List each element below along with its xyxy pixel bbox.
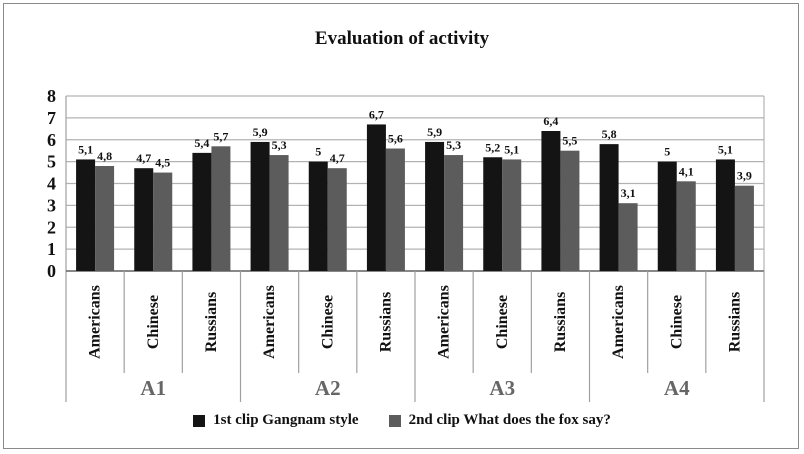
bar: [269, 155, 289, 271]
data-label: 5,1: [78, 142, 93, 156]
y-tick-label: 5: [47, 152, 56, 172]
legend-label-series-1: 1st clip Gangnam style: [213, 412, 359, 428]
bar: [153, 172, 173, 271]
legend-label-series-2: 2nd clip What does the fox say?: [408, 412, 611, 428]
bar: [250, 141, 270, 271]
y-tick-label: 8: [47, 86, 56, 106]
x-category-label: Americans: [436, 285, 453, 359]
y-tick-label: 0: [47, 261, 56, 281]
bar: [444, 155, 464, 271]
legend-swatch-series-2: [388, 414, 401, 427]
data-label: 5: [664, 145, 670, 159]
data-label: 5,7: [213, 129, 228, 143]
x-category-label: Americans: [87, 285, 104, 359]
x-group-label: A1: [140, 376, 166, 400]
x-category-label: Russians: [552, 292, 569, 352]
data-label: 5,5: [562, 134, 577, 148]
x-category-label: Chinese: [145, 295, 162, 349]
data-label: 5,9: [253, 125, 268, 139]
bar: [366, 124, 386, 271]
data-label: 5,1: [718, 142, 733, 156]
data-label: 5,8: [602, 127, 617, 141]
data-label: 5: [315, 145, 321, 159]
data-label: 6,7: [369, 107, 384, 121]
data-label: 4,7: [330, 151, 345, 165]
bar: [308, 161, 328, 271]
x-category-label: Americans: [261, 285, 278, 359]
x-category-label: Russians: [377, 292, 394, 352]
x-category-label: Russians: [726, 292, 743, 352]
bar: [76, 159, 96, 271]
bar: [425, 141, 445, 271]
x-category-label: Chinese: [319, 295, 336, 349]
bar: [327, 168, 347, 271]
bar: [211, 146, 231, 271]
y-tick-label: 2: [47, 217, 56, 237]
x-group-label: A4: [664, 376, 690, 400]
data-label: 4,1: [679, 164, 694, 178]
y-tick-label: 7: [47, 108, 56, 128]
bar: [483, 157, 503, 271]
x-category-label: Russians: [203, 292, 220, 352]
bar: [95, 166, 115, 271]
y-tick-label: 4: [47, 174, 56, 194]
y-tick-label: 1: [47, 239, 56, 259]
data-label: 3,1: [621, 186, 636, 200]
data-label: 5,2: [485, 140, 500, 154]
data-label: 5,9: [427, 125, 442, 139]
bar: [541, 131, 561, 271]
data-label: 4,8: [97, 149, 112, 163]
data-label: 5,3: [272, 138, 287, 152]
data-label: 4,5: [155, 156, 170, 170]
bar: [134, 168, 154, 271]
data-label: 3,9: [737, 169, 752, 183]
bar: [502, 159, 522, 271]
data-label: 5,4: [194, 136, 209, 150]
data-label: 5,1: [504, 142, 519, 156]
data-label: 5,6: [388, 132, 403, 146]
bar: [599, 144, 619, 271]
data-label: 4,7: [136, 151, 151, 165]
chart-title: Evaluation of activity: [314, 28, 490, 49]
data-label: 5,3: [446, 138, 461, 152]
legend-swatch-series-1: [193, 414, 206, 427]
bar: [657, 161, 677, 271]
y-tick-label: 6: [47, 130, 56, 150]
bar: [734, 185, 754, 271]
x-category-label: Chinese: [668, 295, 685, 349]
bar: [618, 203, 638, 271]
bar: [715, 159, 735, 271]
bar: [676, 181, 696, 271]
x-group-label: A2: [315, 376, 341, 400]
x-category-label: Americans: [610, 285, 627, 359]
x-category-label: Chinese: [494, 295, 511, 349]
bar: [560, 150, 580, 271]
legend-item-series-2: 2nd clip What does the fox say?: [388, 412, 611, 429]
bar: [192, 152, 212, 271]
x-group-label: A3: [489, 376, 515, 400]
legend: 1st clip Gangnam style 2nd clip What doe…: [0, 412, 804, 429]
data-label: 6,4: [543, 114, 558, 128]
y-tick-label: 3: [47, 195, 56, 215]
legend-item-series-1: 1st clip Gangnam style: [193, 412, 359, 429]
bar: [385, 148, 405, 271]
